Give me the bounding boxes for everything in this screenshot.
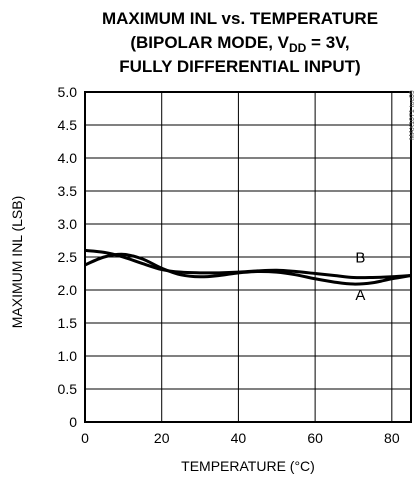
title-line-3: FULLY DIFFERENTIAL INPUT) bbox=[119, 57, 360, 76]
title-line-2-part-b: = 3V, bbox=[306, 33, 349, 52]
x-tick-label: 0 bbox=[81, 430, 89, 446]
title-line-2-part-a: (BIPOLAR MODE, V bbox=[130, 33, 289, 52]
x-tick-label: 40 bbox=[231, 430, 247, 446]
y-tick-label: 2.5 bbox=[58, 249, 78, 265]
y-tick-label: 3.0 bbox=[58, 216, 78, 232]
chart-title: MAXIMUM INL vs. TEMPERATURE (BIPOLAR MOD… bbox=[102, 9, 378, 76]
x-tick-label: 60 bbox=[307, 430, 323, 446]
y-tick-label: 0.5 bbox=[58, 381, 78, 397]
y-tick-label: 1.0 bbox=[58, 348, 78, 364]
y-tick-label: 2.0 bbox=[58, 282, 78, 298]
y-tick-label: 3.5 bbox=[58, 183, 78, 199]
y-tick-label: 4.5 bbox=[58, 117, 78, 133]
title-subscript: DD bbox=[289, 41, 307, 55]
title-line-2: (BIPOLAR MODE, VDD = 3V, bbox=[130, 33, 349, 55]
plot-frame bbox=[84, 91, 412, 423]
y-tick-label: 1.5 bbox=[58, 315, 78, 331]
x-tick-labels: 0 20 40 60 80 bbox=[81, 430, 400, 446]
curve-label-a: A bbox=[355, 287, 365, 304]
y-axis-label: MAXIMUM INL (LSB) bbox=[9, 196, 25, 329]
grid bbox=[85, 92, 411, 422]
x-tick-label: 80 bbox=[384, 430, 400, 446]
series-line-b bbox=[84, 248, 412, 280]
x-tick-label: 20 bbox=[154, 430, 170, 446]
y-tick-label: 4.0 bbox=[58, 150, 78, 166]
side-code: MAX1071 toc09 bbox=[409, 90, 416, 140]
x-axis-label: TEMPERATURE (°C) bbox=[181, 458, 315, 474]
series-lines bbox=[84, 248, 412, 286]
y-tick-label: 5.0 bbox=[58, 84, 78, 100]
y-tick-labels: 0 0.5 1.0 1.5 2.0 2.5 3.0 3.5 4.0 4.5 5.0 bbox=[58, 84, 78, 430]
curve-label-b: B bbox=[355, 249, 365, 266]
y-tick-label: 0 bbox=[69, 414, 77, 430]
title-line-1: MAXIMUM INL vs. TEMPERATURE bbox=[102, 9, 378, 28]
curve-labels: AB bbox=[355, 249, 365, 304]
